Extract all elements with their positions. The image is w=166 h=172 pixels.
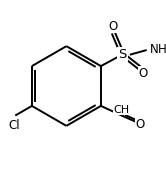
- Text: Cl: Cl: [9, 119, 20, 132]
- Text: O: O: [139, 67, 148, 80]
- Text: CH: CH: [114, 105, 130, 115]
- Text: O: O: [109, 20, 118, 33]
- Text: NH$_2$: NH$_2$: [149, 43, 166, 58]
- Text: S: S: [118, 48, 127, 61]
- Text: O: O: [135, 118, 145, 131]
